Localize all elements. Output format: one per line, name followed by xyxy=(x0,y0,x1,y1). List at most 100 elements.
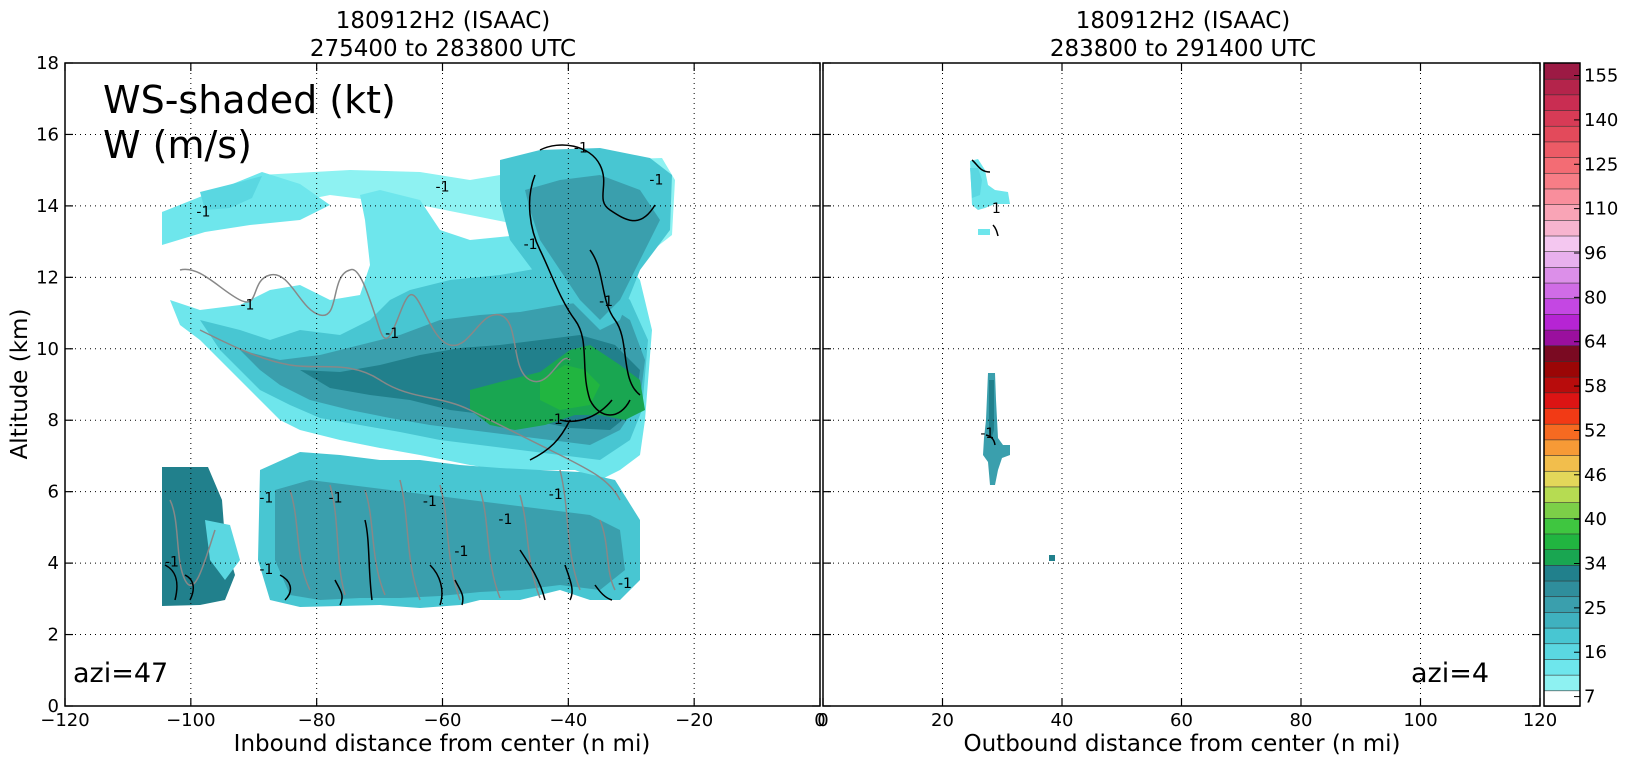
colorbar-label: 46 xyxy=(1584,465,1607,486)
colorbar-band xyxy=(1543,172,1581,190)
colorbar-band xyxy=(1543,219,1581,237)
ws-area-right-column-dark xyxy=(525,175,660,320)
colorbar-band xyxy=(1543,109,1581,127)
y-tick-label: 4 xyxy=(48,553,59,574)
x-tick-label: 40 xyxy=(1051,710,1074,731)
legend-w: W (m/s) xyxy=(103,123,252,167)
contour-label: -1 xyxy=(649,172,663,188)
left-x-ticks: −120 −100 −80 −60 −40 −20 0 xyxy=(40,63,826,731)
colorbar-label: 140 xyxy=(1584,110,1618,131)
colorbar-band xyxy=(1543,674,1581,692)
colorbar-band xyxy=(1543,533,1581,550)
gray-contour-mid xyxy=(199,329,621,501)
right-wind-speed-shading xyxy=(970,159,1055,561)
y-tick-label: 0 xyxy=(48,696,59,717)
colorbar-band xyxy=(1543,423,1581,441)
colorbar-label: 155 xyxy=(1584,66,1618,87)
left-subtitle: 275400 to 283800 UTC xyxy=(310,36,576,62)
contour-label: -1 xyxy=(498,512,512,528)
colorbar-label: 16 xyxy=(1584,642,1607,663)
colorbar-label: 58 xyxy=(1584,376,1607,397)
colorbar-band xyxy=(1543,580,1581,598)
right-contour-labels: 1 -1 xyxy=(980,201,1000,442)
contour-label: -1 xyxy=(385,326,399,342)
right-contour-top xyxy=(971,159,991,173)
left-title: 180912H2 (ISAAC) xyxy=(336,8,551,34)
x-tick-label: 0 xyxy=(814,710,825,731)
contour-label: -1 xyxy=(196,205,210,221)
colorbar-label: 34 xyxy=(1584,554,1607,575)
contour-label: -1 xyxy=(454,544,468,560)
x-tick-label: 100 xyxy=(1403,710,1437,731)
right-contour-mid xyxy=(985,434,996,446)
colorbar-band xyxy=(1543,690,1581,707)
x-tick-label: 60 xyxy=(1170,710,1193,731)
colorbar-label: 96 xyxy=(1584,243,1607,264)
ws-area-right-top xyxy=(970,159,1010,210)
ws-area-upper-mid xyxy=(162,172,330,245)
colorbar-band xyxy=(1543,282,1581,300)
legend-ws: WS-shaded (kt) xyxy=(103,78,396,122)
colorbar-band xyxy=(1543,627,1581,645)
contour-label: -1 xyxy=(240,297,254,313)
contour-label: -1 xyxy=(549,487,563,503)
colorbar-band xyxy=(1543,313,1581,331)
contour-label: -1 xyxy=(165,555,179,571)
x-tick-label: 0 xyxy=(817,710,828,731)
left-gray-contours xyxy=(169,268,621,601)
right-grid xyxy=(823,62,1540,707)
x-tick-label: −40 xyxy=(549,710,587,731)
y-tick-label: 16 xyxy=(36,124,59,145)
colorbar: 7 16 25 34 40 46 52 58 64 80 96 110 125 140 155 xyxy=(1543,62,1618,708)
y-tick-label: 10 xyxy=(36,339,59,360)
colorbar-band xyxy=(1543,297,1581,315)
right-plot-background xyxy=(823,63,1540,706)
colorbar-band xyxy=(1543,439,1581,456)
colorbar-label: 80 xyxy=(1584,287,1607,308)
colorbar-band xyxy=(1543,235,1581,252)
colorbar-label: 52 xyxy=(1584,420,1607,441)
right-contour-small xyxy=(992,224,999,237)
y-tick-label: 14 xyxy=(36,196,59,217)
x-tick-label: 80 xyxy=(1290,710,1313,731)
y-tick-label: 12 xyxy=(36,267,59,288)
x-tick-label: −120 xyxy=(40,710,89,731)
gray-contour-lower-1 xyxy=(169,499,216,587)
colorbar-label: 7 xyxy=(1584,687,1595,708)
x-tick-label: 20 xyxy=(931,710,954,731)
gray-contour-lower-2 xyxy=(289,469,616,601)
right-plot-area: 1 -1 azi=4 0 20 40 60 80 100 120 xyxy=(817,62,1557,731)
right-subtitle: 283800 to 291400 UTC xyxy=(1050,36,1316,62)
left-azi-annotation: azi=47 xyxy=(73,658,168,689)
x-tick-label: −100 xyxy=(166,710,215,731)
ws-area-upper-dark xyxy=(200,176,262,210)
x-tick-label: −20 xyxy=(675,710,713,731)
contour-label: 1 xyxy=(992,201,1001,217)
contour-label: -1 xyxy=(259,490,273,506)
colorbar-label: 64 xyxy=(1584,332,1607,353)
colorbar-label: 125 xyxy=(1584,154,1618,175)
colorbar-band xyxy=(1543,470,1581,488)
left-xlabel: Inbound distance from center (n mi) xyxy=(234,731,651,757)
contour-label: -1 xyxy=(524,237,538,253)
right-x-ticks: 0 20 40 60 80 100 120 xyxy=(817,63,1557,731)
colorbar-band xyxy=(1543,595,1581,613)
contour-label: -1 xyxy=(436,180,450,196)
left-panel: 180912H2 (ISAAC) 275400 to 283800 UTC xyxy=(7,8,826,757)
x-tick-label: −60 xyxy=(424,710,462,731)
x-tick-label: −80 xyxy=(298,710,336,731)
colorbar-label: 40 xyxy=(1584,509,1607,530)
colorbar-band xyxy=(1543,486,1581,503)
x-tick-label: 120 xyxy=(1523,710,1557,731)
colorbar-bands xyxy=(1543,62,1581,707)
contour-label: -1 xyxy=(618,576,632,592)
left-y-ticks: 0 2 4 6 8 10 12 14 16 18 xyxy=(36,53,59,717)
contour-label: -1 xyxy=(599,294,613,310)
left-plot-area: -1-1-1-1-1-1-1-1-1-1 -1 -1-1-1-1 -1-1-1 WS-… xyxy=(36,53,826,731)
ws-area-right-small xyxy=(978,229,990,235)
colorbar-band xyxy=(1543,501,1581,519)
y-tick-label: 18 xyxy=(36,53,59,74)
y-tick-label: 2 xyxy=(48,625,59,646)
colorbar-band xyxy=(1543,376,1581,394)
